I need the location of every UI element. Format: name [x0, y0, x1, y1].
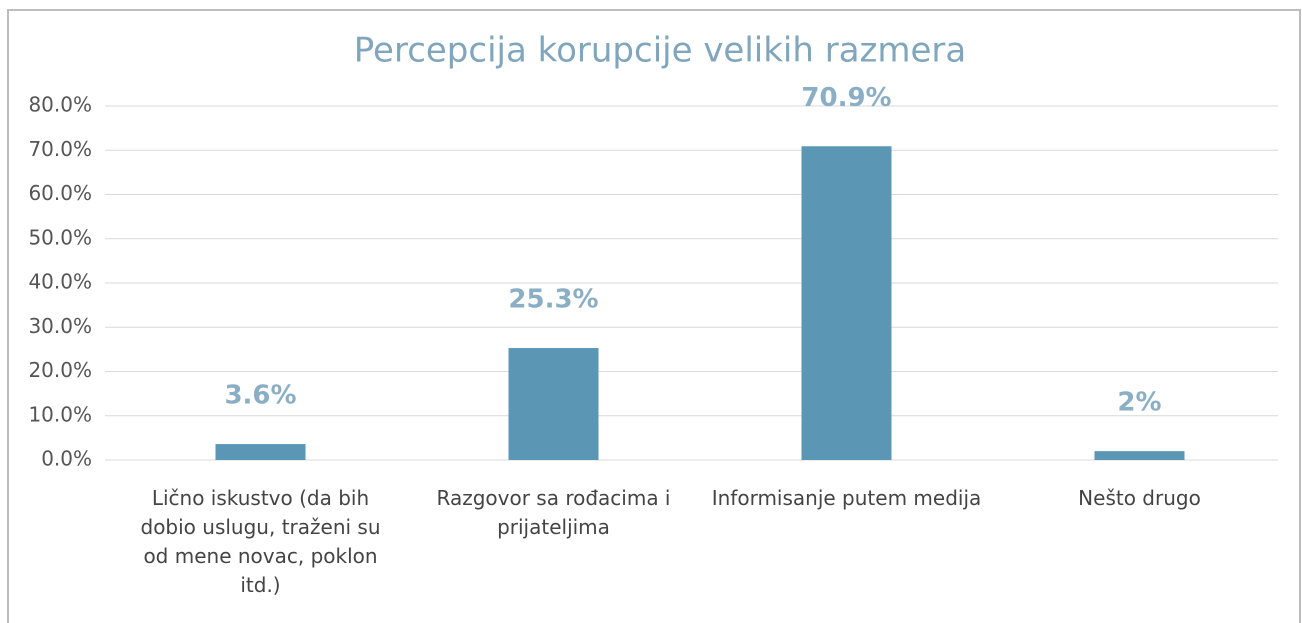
y-tick-label: 60.0% [28, 181, 92, 205]
data-label: 2% [1117, 388, 1161, 418]
bar [508, 348, 599, 460]
data-label: 3.6% [224, 381, 296, 411]
chart-title: Percepcija korupcije velikih razmera [354, 31, 967, 71]
y-tick-label: 80.0% [28, 93, 92, 117]
x-tick-label: Informisanje putem medija [711, 486, 982, 510]
y-tick-label: 40.0% [28, 270, 92, 294]
y-tick-label: 70.0% [28, 137, 92, 161]
y-tick-label: 50.0% [28, 225, 92, 249]
x-tick-label: Lično iskustvo (da bih dobio uslugu, tra… [140, 486, 381, 597]
y-tick-label: 10.0% [28, 402, 92, 426]
bar [801, 146, 892, 460]
data-label: 25.3% [508, 285, 598, 315]
data-label: 70.9% [801, 83, 891, 113]
y-tick-label: 30.0% [28, 314, 92, 338]
bar [1094, 451, 1185, 460]
bar [215, 444, 306, 460]
y-tick-label: 20.0% [28, 358, 92, 382]
x-tick-label: Nešto drugo [1078, 486, 1201, 510]
chart-border [7, 9, 1301, 623]
x-tick-label: Razgovor sa rođacima i prijateljima [436, 486, 671, 539]
y-tick-label: 0.0% [41, 447, 92, 471]
